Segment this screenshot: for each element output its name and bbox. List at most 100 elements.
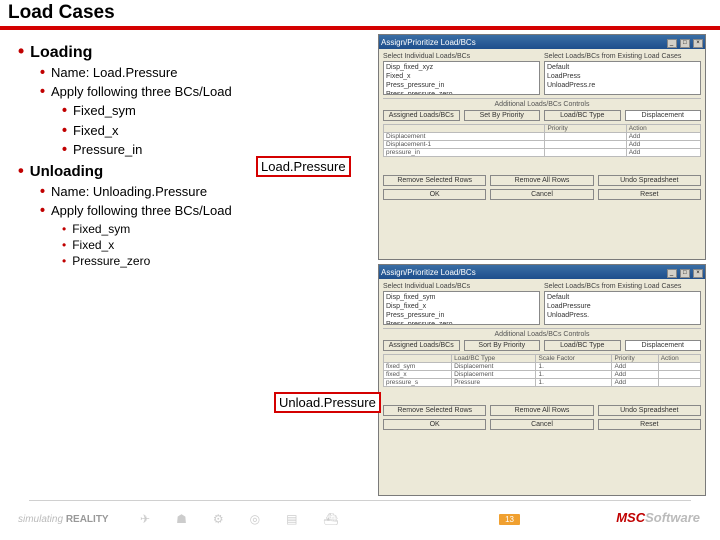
minimize-icon[interactable]: _ bbox=[667, 39, 677, 48]
td[interactable]: pressure_in bbox=[384, 149, 545, 157]
th: Priority bbox=[545, 125, 626, 133]
td[interactable] bbox=[658, 363, 700, 371]
dialog2-left-list[interactable]: Disp_fixed_sym Disp_fixed_x Press_pressu… bbox=[383, 291, 540, 325]
td[interactable]: Displacement bbox=[452, 363, 536, 371]
list-item[interactable]: Disp_fixed_xyz bbox=[386, 63, 537, 72]
close-icon[interactable]: × bbox=[693, 39, 703, 48]
btn-ok[interactable]: OK bbox=[383, 189, 486, 200]
btn-assigned[interactable]: Assigned Loads/BCs bbox=[383, 340, 460, 351]
btn-assigned[interactable]: Assigned Loads/BCs bbox=[383, 110, 460, 121]
td[interactable]: 1. bbox=[536, 379, 612, 387]
td[interactable] bbox=[658, 371, 700, 379]
td[interactable] bbox=[658, 379, 700, 387]
th: Priority bbox=[612, 355, 658, 363]
btn-cancel[interactable]: Cancel bbox=[490, 419, 593, 430]
dialog1-right-label: Select Loads/BCs from Existing Load Case… bbox=[544, 53, 701, 60]
btn-type[interactable]: Load/BC Type bbox=[544, 340, 621, 351]
th bbox=[384, 355, 452, 363]
dropdown-type[interactable]: Displacement bbox=[625, 110, 702, 121]
btn-undo[interactable]: Undo Spreadsheet bbox=[598, 405, 701, 416]
dialog1-right-list[interactable]: Default LoadPress UnloadPress.re bbox=[544, 61, 701, 95]
wrench-icon: ⚙ bbox=[213, 512, 224, 526]
td[interactable] bbox=[545, 149, 626, 157]
btn-remove-sel[interactable]: Remove Selected Rows bbox=[383, 405, 486, 416]
ship-icon: ⛴ bbox=[323, 512, 338, 526]
list-item[interactable]: LoadPressure bbox=[547, 302, 698, 311]
btn-ok[interactable]: OK bbox=[383, 419, 486, 430]
callout-unload-pressure: Unload.Pressure bbox=[274, 392, 381, 413]
maximize-icon[interactable]: □ bbox=[680, 269, 690, 278]
list-item[interactable]: UnloadPress. bbox=[547, 311, 698, 320]
dialog-assign-2: Assign/Prioritize Load/BCs _ □ × Select … bbox=[378, 264, 706, 496]
btn-reset[interactable]: Reset bbox=[598, 419, 701, 430]
maximize-icon[interactable]: □ bbox=[680, 39, 690, 48]
dialog1-body: Select Individual Loads/BCs Disp_fixed_x… bbox=[379, 49, 705, 207]
btn-cancel[interactable]: Cancel bbox=[490, 189, 593, 200]
footer-sim: simulating bbox=[18, 514, 63, 525]
bullet-pressure-zero: Pressure_zero bbox=[62, 253, 378, 269]
dialog1-group-label: Additional Loads/BCs Controls bbox=[383, 98, 701, 108]
td[interactable]: Pressure bbox=[452, 379, 536, 387]
dialog2-right-list[interactable]: Default LoadPressure UnloadPress. bbox=[544, 291, 701, 325]
td[interactable]: 1. bbox=[536, 363, 612, 371]
td[interactable]: Displacement-1 bbox=[384, 141, 545, 149]
btn-remove-all[interactable]: Remove All Rows bbox=[490, 175, 593, 186]
list-item[interactable]: Press_pressure_in bbox=[386, 311, 537, 320]
bullet-fixed-x-2: Fixed_x bbox=[62, 237, 378, 253]
list-item[interactable]: LoadPress bbox=[547, 72, 698, 81]
list-item[interactable]: UnloadPress.re bbox=[547, 81, 698, 90]
bullet-unloading-apply: Apply following three BCs/Load bbox=[40, 202, 378, 221]
dialog1-left-label: Select Individual Loads/BCs bbox=[383, 53, 540, 60]
td[interactable] bbox=[545, 141, 626, 149]
list-item[interactable]: Disp_fixed_sym bbox=[386, 293, 537, 302]
td[interactable]: Displacement bbox=[384, 133, 545, 141]
td[interactable]: 1. bbox=[536, 371, 612, 379]
list-item[interactable]: Press_pressure_in bbox=[386, 81, 537, 90]
td[interactable]: Add bbox=[612, 363, 658, 371]
list-item[interactable]: Default bbox=[547, 293, 698, 302]
th: Action bbox=[658, 355, 700, 363]
btn-remove-all[interactable]: Remove All Rows bbox=[490, 405, 593, 416]
list-item[interactable]: Press_pressure_zero bbox=[386, 90, 537, 95]
td[interactable]: fixed_sym bbox=[384, 363, 452, 371]
list-item[interactable]: Default bbox=[547, 63, 698, 72]
td[interactable]: Add bbox=[612, 371, 658, 379]
plane-icon: ✈ bbox=[140, 512, 150, 526]
dialog2-titlebar: Assign/Prioritize Load/BCs _ □ × bbox=[379, 265, 705, 279]
list-item[interactable]: Press_pressure_zero bbox=[386, 320, 537, 325]
dialog1-window-buttons: _ □ × bbox=[666, 37, 703, 48]
list-item[interactable]: Disp_fixed_x bbox=[386, 302, 537, 311]
btn-type[interactable]: Load/BC Type bbox=[544, 110, 621, 121]
minimize-icon[interactable]: _ bbox=[667, 269, 677, 278]
bullet-list: Loading Name: Load.Pressure Apply follow… bbox=[18, 40, 378, 270]
dropdown-type[interactable]: Displacement bbox=[625, 340, 702, 351]
btn-reset[interactable]: Reset bbox=[598, 189, 701, 200]
btn-priority[interactable]: Sort By Priority bbox=[464, 340, 541, 351]
footer-icons: ✈ ☗ ⚙ ◎ ▤ ⛴ bbox=[140, 512, 339, 526]
target-icon: ◎ bbox=[250, 512, 260, 526]
dialog2-left-label: Select Individual Loads/BCs bbox=[383, 283, 540, 290]
car-icon: ☗ bbox=[176, 512, 187, 526]
btn-priority[interactable]: Set By Priority bbox=[464, 110, 541, 121]
close-icon[interactable]: × bbox=[693, 269, 703, 278]
td[interactable]: pressure_s bbox=[384, 379, 452, 387]
td[interactable]: Displacement bbox=[452, 371, 536, 379]
td[interactable]: fixed_x bbox=[384, 371, 452, 379]
bullet-fixed-sym: Fixed_sym bbox=[62, 102, 378, 121]
bullet-loading-apply: Apply following three BCs/Load bbox=[40, 83, 378, 102]
dialog1-left-list[interactable]: Disp_fixed_xyz Fixed_x Press_pressure_in… bbox=[383, 61, 540, 95]
page-number: 13 bbox=[499, 514, 520, 525]
bullet-fixed-x: Fixed_x bbox=[62, 122, 378, 141]
list-item[interactable]: Fixed_x bbox=[386, 72, 537, 81]
td[interactable] bbox=[545, 133, 626, 141]
footer-logo: MSCSoftware bbox=[616, 510, 700, 525]
td[interactable]: Add bbox=[626, 141, 700, 149]
th bbox=[384, 125, 545, 133]
dialog2-window-buttons: _ □ × bbox=[666, 267, 703, 278]
td[interactable]: Add bbox=[626, 133, 700, 141]
btn-remove-sel[interactable]: Remove Selected Rows bbox=[383, 175, 486, 186]
btn-undo[interactable]: Undo Spreadsheet bbox=[598, 175, 701, 186]
td[interactable]: Add bbox=[612, 379, 658, 387]
dialog2-right-label: Select Loads/BCs from Existing Load Case… bbox=[544, 283, 701, 290]
td[interactable]: Add bbox=[626, 149, 700, 157]
